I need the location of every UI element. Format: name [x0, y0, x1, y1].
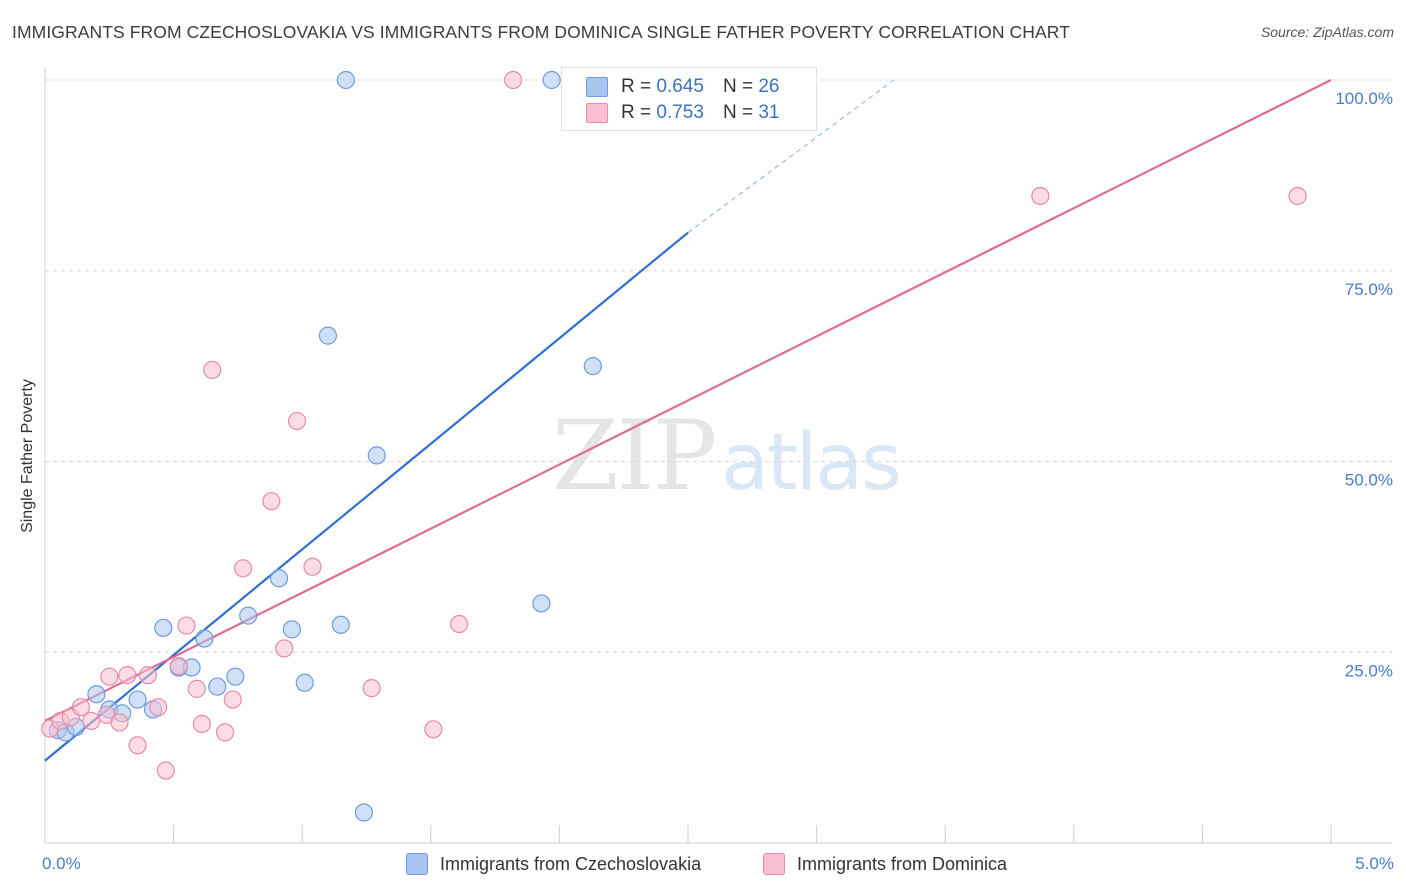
- legend-r-value: 0.753: [656, 102, 704, 123]
- series-name-dominica: Immigrants from Dominica: [797, 853, 1008, 874]
- x-tick-label: 5.0%: [1355, 854, 1394, 873]
- point-dominica: [100, 667, 119, 686]
- point-czechoslovakia: [295, 673, 314, 692]
- legend-n-label: N =: [722, 76, 754, 97]
- point-dominica: [275, 639, 294, 658]
- point-dominica: [303, 557, 322, 576]
- point-czechoslovakia: [154, 618, 173, 637]
- point-dominica: [177, 616, 196, 635]
- point-czechoslovakia: [239, 606, 258, 625]
- point-dominica: [362, 679, 381, 698]
- series-legend-czechoslovakia: Immigrants from Czechoslovakia: [406, 852, 701, 876]
- point-czechoslovakia: [532, 594, 551, 613]
- x-tick-label: 0.0%: [42, 854, 81, 873]
- trendline-extension-czechoslovakia: [687, 79, 895, 234]
- point-dominica: [128, 736, 147, 755]
- point-dominica: [149, 698, 168, 717]
- series-name-czechoslovakia: Immigrants from Czechoslovakia: [440, 853, 702, 874]
- point-dominica: [82, 711, 101, 731]
- point-czechoslovakia: [583, 357, 602, 376]
- legend-row-czechoslovakia: R = 0.645 N = 26: [586, 75, 779, 99]
- point-dominica: [169, 656, 188, 676]
- y-tick-label: 100.0%: [1335, 89, 1393, 108]
- point-dominica: [1031, 186, 1050, 206]
- point-czechoslovakia: [87, 685, 106, 704]
- chart-title: IMMIGRANTS FROM CZECHOSLOVAKIA VS IMMIGR…: [12, 22, 1070, 42]
- point-dominica: [138, 666, 157, 685]
- data-points: [41, 70, 1307, 822]
- trendline-dominica: [44, 79, 1332, 722]
- point-czechoslovakia: [354, 803, 374, 822]
- point-dominica: [118, 666, 137, 685]
- point-czechoslovakia: [542, 70, 561, 90]
- point-czechoslovakia: [331, 615, 350, 634]
- point-dominica: [215, 723, 235, 742]
- legend-row-dominica: R = 0.753 N = 31: [586, 101, 779, 125]
- source-label: Source: ZipAtlas.com: [1260, 24, 1394, 40]
- point-dominica: [192, 714, 211, 734]
- point-dominica: [504, 70, 523, 90]
- y-tick-label: 75.0%: [1345, 280, 1393, 299]
- regression-lines: [44, 79, 1332, 762]
- correlation-legend: R = 0.645 N = 26 R = 0.753 N = 31: [561, 67, 817, 131]
- watermark-zip: ZIP: [552, 400, 717, 512]
- series-swatch-dominica: [763, 853, 785, 875]
- point-dominica: [233, 559, 253, 578]
- point-dominica: [110, 713, 129, 732]
- point-dominica: [1288, 186, 1307, 206]
- tick-labels: 25.0% 50.0% 75.0% 100.0% 0.0% 5.0%: [42, 89, 1394, 873]
- axes: [44, 68, 1392, 844]
- point-czechoslovakia: [282, 620, 302, 639]
- legend-swatch-czechoslovakia: [586, 77, 608, 97]
- point-czechoslovakia: [336, 70, 356, 90]
- legend-r-label: R =: [621, 102, 652, 123]
- y-tick-label: 50.0%: [1345, 471, 1393, 490]
- point-czechoslovakia: [128, 690, 147, 709]
- legend-r-value: 0.645: [656, 76, 704, 97]
- legend-swatch-dominica: [586, 103, 608, 123]
- point-czechoslovakia: [226, 667, 245, 686]
- point-czechoslovakia: [195, 629, 214, 648]
- point-czechoslovakia: [269, 569, 289, 588]
- legend-n-label: N =: [722, 102, 754, 123]
- watermark: ZIPatlas: [552, 400, 902, 512]
- point-czechoslovakia: [367, 446, 386, 465]
- legend-n-value: 31: [758, 102, 780, 123]
- watermark-atlas: atlas: [721, 418, 901, 508]
- point-dominica: [187, 679, 206, 698]
- point-czechoslovakia: [208, 677, 227, 696]
- point-dominica: [424, 720, 443, 739]
- series-swatch-czechoslovakia: [406, 853, 428, 875]
- legend-r-label: R =: [621, 76, 652, 97]
- series-legend-dominica: Immigrants from Dominica: [763, 852, 1007, 876]
- point-dominica: [203, 360, 222, 380]
- y-tick-label: 25.0%: [1345, 661, 1393, 680]
- point-czechoslovakia: [318, 326, 338, 345]
- point-dominica: [156, 761, 175, 780]
- point-dominica: [223, 690, 242, 709]
- point-dominica: [449, 614, 469, 634]
- point-dominica: [287, 411, 307, 431]
- point-dominica: [262, 492, 281, 511]
- point-dominica: [71, 698, 91, 717]
- legend-n-value: 26: [758, 76, 780, 97]
